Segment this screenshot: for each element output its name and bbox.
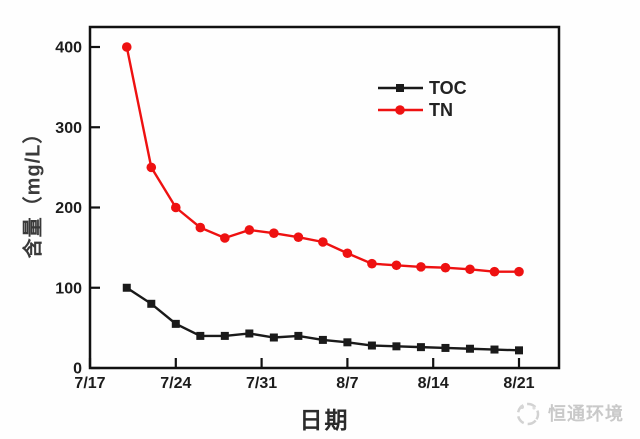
y-tick-label: 300 [55,120,82,137]
toc-marker [343,338,352,347]
toc-marker [147,299,156,308]
tn-marker [489,266,500,277]
x-axis-title: 日期 [299,407,350,433]
toc-marker [490,345,499,354]
x-tick-label: 7/31 [246,375,277,392]
legend-toc-marker [396,84,404,92]
tn-marker [220,233,230,243]
tn-marker [416,262,426,272]
tn-marker [342,248,353,259]
x-tick-label: 8/21 [503,375,534,392]
tn-marker [146,162,157,173]
tn-marker [391,260,402,271]
y-tick-label: 100 [55,280,82,297]
watermark-text: 恒通环境 [548,404,624,424]
y-axis-title: 含量（mg/L） [22,122,45,259]
x-tick-label: 7/17 [74,375,105,392]
toc-marker [318,335,327,344]
toc-marker [196,331,205,340]
x-tick-label: 8/14 [418,375,449,392]
toc-marker [441,343,450,352]
watermark-logo-icon [516,402,540,426]
tn-marker [244,225,255,235]
toc-marker [220,331,229,340]
toc-marker [465,344,474,353]
tn-marker [514,266,524,277]
plot-border [88,25,561,370]
toc-marker [269,333,278,342]
x-tick-label: 8/7 [336,375,358,392]
tn-marker [293,232,304,242]
legend-tn-marker [395,105,405,115]
watermark: 恒通环境 [514,399,624,427]
tn-marker [121,42,132,52]
x-tick-label: 7/24 [160,375,191,392]
tn-marker [318,237,328,247]
y-tick-label: 200 [55,200,82,217]
toc-marker [171,319,180,328]
toc-marker [515,346,523,355]
y-tick-label: 0 [73,361,82,378]
legend-toc-label: TOC [429,78,467,98]
toc-marker [392,342,401,351]
tn-marker [269,228,279,238]
tn-marker [171,202,181,213]
toc-marker [122,283,131,292]
tn-marker [440,262,451,273]
toc-marker [245,329,254,338]
tn-marker [195,222,206,233]
y-tick-label: 400 [55,40,82,57]
tn-marker [367,258,377,269]
toc-marker [416,343,425,352]
toc-marker [294,331,303,340]
toc-marker [367,341,376,350]
legend-tn-label: TN [429,100,453,120]
tn-marker [465,264,475,275]
